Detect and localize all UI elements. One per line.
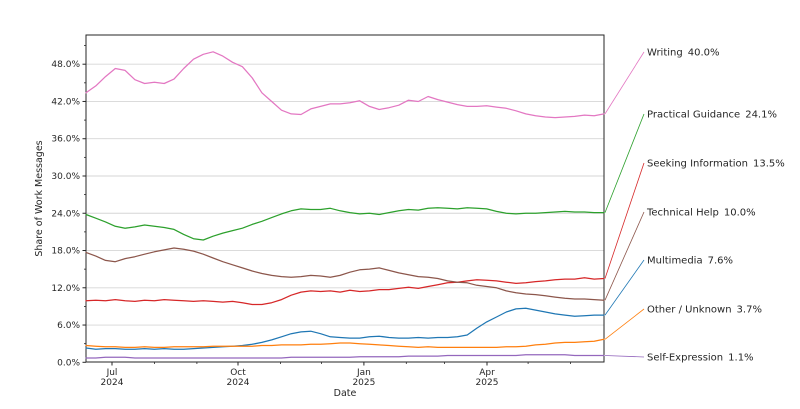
series-line-other-unknown (85, 338, 605, 349)
leader-line-practical-guidance (604, 113, 645, 213)
series-label-practical-guidance: Practical Guidance 24.1% (647, 110, 777, 121)
x-tick-label-month: Oct (230, 368, 246, 378)
x-tick-label-month: Jan (356, 368, 371, 378)
series-line-writing (85, 51, 605, 119)
series-label-technical-help: Technical Help 10.0% (646, 208, 756, 219)
leader-line-writing (604, 51, 645, 115)
x-tick-label-year: 2024 (227, 378, 250, 388)
series-line-technical-help (85, 247, 605, 301)
series-line-seeking-information (85, 277, 605, 306)
y-tick-label: 12.0% (51, 284, 80, 294)
x-tick-label-month: Jul (106, 368, 118, 378)
y-tick-label: 6.0% (57, 321, 80, 331)
leader-line-seeking-information (604, 162, 645, 279)
leader-line-multimedia (604, 259, 645, 316)
series-label-other-unknown: Other / Unknown 3.7% (647, 305, 762, 316)
series-line-multimedia (85, 307, 605, 350)
y-tick-label: 42.0% (51, 97, 80, 107)
leader-line-other-unknown (604, 308, 645, 340)
series-label-self-expression: Self-Expression 1.1% (647, 353, 754, 364)
y-axis-title: Share of Work Messages (34, 140, 45, 256)
series-label-multimedia: Multimedia 7.6% (647, 256, 733, 267)
series-line-self-expression (85, 354, 605, 359)
x-tick-label-year: 2025 (352, 378, 375, 388)
x-tick-label-year: 2025 (476, 378, 499, 388)
plot-border (85, 34, 605, 363)
x-axis-title: Date (334, 388, 357, 399)
series-label-writing: Writing 40.0% (647, 48, 720, 59)
x-tick-label-month: Apr (479, 368, 495, 378)
y-tick-label: 0.0% (57, 358, 80, 368)
y-tick-label: 30.0% (51, 172, 80, 182)
series-label-seeking-information: Seeking Information 13.5% (647, 159, 785, 170)
leader-line-self-expression (604, 355, 645, 358)
y-tick-label: 36.0% (51, 135, 80, 145)
y-tick-label: 18.0% (51, 247, 80, 257)
y-tick-label: 24.0% (51, 209, 80, 219)
series-line-practical-guidance (85, 207, 605, 241)
y-tick-label: 48.0% (51, 60, 80, 70)
x-tick-label-year: 2024 (101, 378, 124, 388)
leader-line-technical-help (604, 211, 645, 301)
